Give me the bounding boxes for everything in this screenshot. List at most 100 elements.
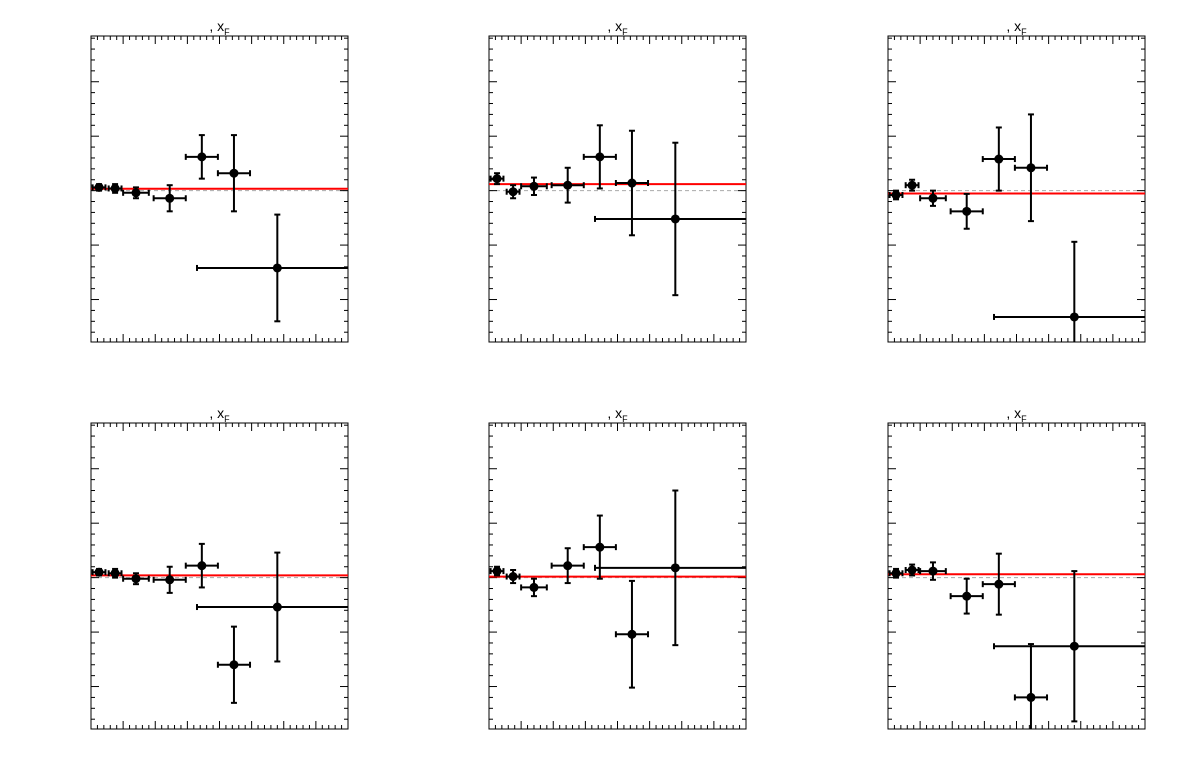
data-point	[184, 134, 219, 180]
data-marker	[529, 582, 539, 592]
data-point	[122, 572, 150, 586]
data-point	[949, 577, 984, 615]
data-point	[993, 570, 1145, 723]
panel-title: , xF	[607, 405, 628, 424]
data-point	[1013, 113, 1049, 223]
data-point	[1013, 643, 1049, 729]
data-point	[993, 240, 1145, 342]
data-marker	[907, 565, 917, 575]
data-point	[981, 552, 1016, 616]
data-point	[489, 172, 505, 186]
data-marker	[94, 567, 104, 577]
data-point	[949, 192, 984, 230]
data-point	[107, 183, 123, 194]
data-marker	[891, 568, 901, 578]
data-point	[196, 551, 348, 663]
data-marker	[1026, 692, 1036, 702]
data-marker	[627, 178, 637, 188]
panel-title: , xF	[1006, 18, 1027, 37]
chart-panel-3: , xF	[887, 18, 1146, 343]
data-point	[107, 567, 123, 579]
plot-frame	[887, 35, 1146, 343]
data-marker	[670, 214, 680, 224]
data-marker	[928, 566, 938, 576]
chart-panel-5: , xF	[488, 405, 747, 730]
data-marker	[508, 187, 518, 197]
chart-panel-1: , xF	[90, 18, 349, 343]
data-marker	[907, 180, 917, 190]
data-point	[888, 567, 904, 579]
data-marker	[994, 154, 1004, 164]
data-point	[550, 166, 585, 204]
data-marker	[492, 174, 502, 184]
data-marker	[563, 561, 573, 571]
data-marker	[165, 575, 175, 585]
chart-panel-4: , xF	[90, 405, 349, 730]
data-marker	[272, 602, 282, 612]
chart-panel-2: , xF	[488, 18, 747, 343]
data-marker	[110, 568, 120, 578]
data-marker	[962, 591, 972, 601]
data-point	[184, 542, 219, 589]
data-marker	[131, 188, 141, 198]
plot-area	[91, 542, 348, 704]
data-marker	[229, 660, 239, 670]
data-point	[919, 189, 947, 207]
data-marker	[962, 206, 972, 216]
data-point	[550, 547, 585, 585]
data-marker	[508, 572, 518, 582]
data-point	[904, 563, 920, 577]
plot-frame	[488, 35, 747, 343]
data-marker	[272, 263, 282, 273]
data-point	[582, 124, 617, 190]
data-marker	[197, 152, 207, 162]
plot-area	[888, 552, 1145, 729]
data-point	[888, 189, 904, 201]
data-marker	[131, 574, 141, 584]
data-marker	[165, 193, 175, 203]
data-point	[216, 134, 252, 213]
data-point	[594, 141, 746, 297]
data-point	[489, 565, 505, 577]
data-marker	[110, 183, 120, 193]
data-point	[122, 186, 150, 200]
data-marker	[563, 180, 573, 190]
plot-area	[489, 489, 746, 689]
data-marker	[1026, 163, 1036, 173]
data-marker	[529, 181, 539, 191]
data-point	[614, 579, 650, 689]
data-marker	[1069, 312, 1079, 322]
data-point	[505, 184, 521, 200]
data-point	[91, 182, 107, 192]
data-marker	[928, 193, 938, 203]
chart-panel-6: , xF	[887, 405, 1146, 730]
panel-title: , xF	[209, 405, 230, 424]
data-point	[614, 129, 650, 237]
data-marker	[229, 168, 239, 178]
data-marker	[994, 579, 1004, 589]
plot-area	[91, 134, 348, 323]
data-point	[216, 625, 252, 704]
data-marker	[1069, 641, 1079, 651]
data-point	[520, 176, 548, 196]
data-point	[505, 569, 521, 585]
data-point	[981, 126, 1016, 192]
data-marker	[891, 190, 901, 200]
data-point	[152, 565, 187, 594]
data-marker	[627, 629, 637, 639]
panel-title: , xF	[1006, 405, 1027, 424]
data-point	[919, 561, 947, 581]
data-marker	[595, 542, 605, 552]
data-marker	[595, 152, 605, 162]
data-point	[904, 178, 920, 192]
panel-title: , xF	[607, 18, 628, 37]
plot-area	[489, 124, 746, 297]
data-point	[594, 489, 746, 647]
data-point	[91, 567, 107, 577]
data-point	[196, 213, 348, 323]
data-marker	[94, 182, 104, 192]
data-marker	[670, 563, 680, 573]
data-point	[520, 577, 548, 598]
data-marker	[197, 561, 207, 571]
